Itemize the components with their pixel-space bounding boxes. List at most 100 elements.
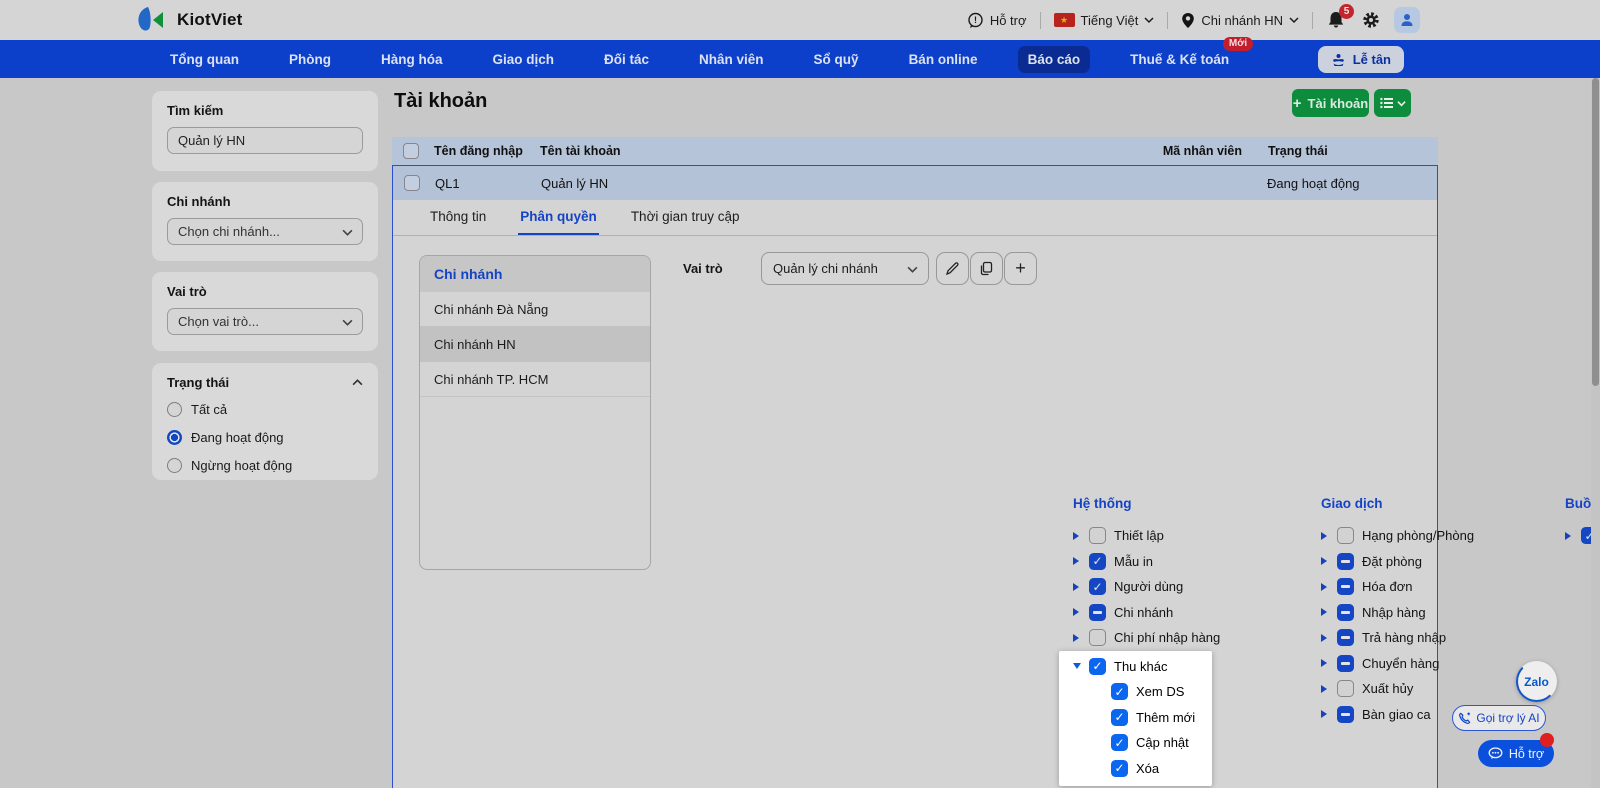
nav-item-t-ng-quan[interactable]: Tổng quan — [170, 51, 239, 67]
role-filter-placeholder: Chọn vai trò... — [178, 314, 259, 329]
plus-icon: + — [1292, 94, 1302, 112]
status-radio-selected[interactable]: Đang hoạt động — [167, 430, 363, 445]
status-radio-option[interactable]: Ngừng hoạt động — [167, 458, 363, 473]
branch-selector[interactable]: Chi nhánh HN — [1181, 12, 1299, 29]
radio-label: Đang hoạt động — [191, 430, 284, 445]
search-input[interactable] — [178, 133, 352, 148]
permission-row: ✓ Cập nhật — [1106, 730, 1212, 756]
permission-checkbox-indeterminate[interactable] — [1337, 654, 1354, 672]
role-filter-select[interactable]: Chọn vai trò... — [167, 308, 363, 335]
caret-right-icon[interactable] — [1073, 608, 1084, 617]
edit-role-button[interactable] — [936, 252, 969, 285]
settings-button[interactable] — [1361, 10, 1381, 30]
support-chat-button[interactable]: Hỗ trợ — [1478, 740, 1554, 767]
caret-right-icon[interactable] — [1321, 633, 1332, 642]
chevron-down-icon — [1289, 15, 1299, 25]
nav-item-b-o-c-o[interactable]: Báo cáo — [1017, 45, 1091, 73]
permission-checkbox-unchecked[interactable] — [1089, 629, 1106, 647]
permission-checkbox-checked[interactable]: ✓ — [1111, 759, 1128, 777]
status-filter-card: Trạng thái Tất cả Đang hoạt động Ngừng hoạ… — [152, 363, 378, 480]
permission-checkbox-checked[interactable]: ✓ — [1089, 552, 1106, 570]
permission-checkbox-unchecked[interactable] — [1337, 527, 1354, 545]
nav-item-giao-d-ch[interactable]: Giao dịch — [492, 51, 555, 67]
permission-checkbox-indeterminate[interactable] — [1089, 603, 1106, 621]
col-username[interactable]: Tên đăng nhập — [434, 144, 523, 158]
tab-ph-n-quy-n[interactable]: Phân quyền — [518, 200, 599, 235]
receptionist-label: Lễ tân — [1352, 52, 1391, 67]
caret-right-icon[interactable] — [1321, 684, 1332, 693]
row-checkbox[interactable] — [404, 175, 420, 191]
tab-th-ng-tin[interactable]: Thông tin — [430, 209, 487, 224]
caret-right-icon[interactable] — [1073, 633, 1084, 642]
caret-right-icon[interactable] — [1321, 659, 1332, 668]
caret-right-icon[interactable] — [1321, 608, 1332, 617]
permission-checkbox-indeterminate[interactable] — [1337, 578, 1354, 596]
nav-item-s-qu-[interactable]: Sổ quỹ — [813, 51, 859, 67]
permission-checkbox-unchecked[interactable] — [1337, 680, 1354, 698]
permission-checkbox-checked[interactable]: ✓ — [1111, 708, 1128, 726]
permission-checkbox-checked[interactable]: ✓ — [1089, 578, 1106, 596]
add-role-button[interactable]: + — [1004, 252, 1037, 285]
permission-checkbox-indeterminate[interactable] — [1337, 552, 1354, 570]
tab-th-i-gian-truy-c-p[interactable]: Thời gian truy cập — [630, 209, 740, 224]
permission-label: Xem DS — [1136, 684, 1185, 700]
caret-right-icon[interactable] — [1565, 531, 1576, 540]
language-selector[interactable]: ★ Tiếng Việt — [1053, 13, 1155, 28]
permission-label: Thêm mới — [1136, 709, 1196, 725]
caret-right-icon[interactable] — [1321, 557, 1332, 566]
user-avatar[interactable] — [1394, 7, 1420, 33]
help-label: Hỗ trợ — [989, 12, 1027, 28]
permission-checkbox-checked[interactable]: ✓ — [1089, 657, 1106, 675]
branch-filter-card: Chi nhánh Chọn chi nhánh... — [152, 182, 378, 261]
nav-item-ph-ng[interactable]: Phòng — [288, 51, 331, 67]
col-account-name[interactable]: Tên tài khoản — [540, 144, 621, 158]
add-account-button[interactable]: + Tài khoản — [1292, 89, 1369, 117]
col-status[interactable]: Trạng thái — [1268, 144, 1328, 158]
permission-checkbox-indeterminate[interactable] — [1337, 629, 1354, 647]
col-employee-code[interactable]: Mã nhân viên — [1162, 144, 1242, 158]
branch-item[interactable]: Chi nhánh Đà Nẵng — [420, 292, 650, 327]
status-radio-option[interactable]: Tất cả — [167, 402, 363, 417]
copy-role-button[interactable] — [970, 252, 1003, 285]
ai-call-button[interactable]: Gọi trợ lý AI — [1452, 705, 1546, 731]
select-all-checkbox[interactable] — [403, 143, 419, 159]
radio-label: Ngừng hoạt động — [191, 458, 293, 473]
permission-row: Chi phí nhập hàng — [1073, 625, 1319, 651]
account-row[interactable]: QL1 Quản lý HN Đang hoạt động — [392, 165, 1438, 200]
role-filter-title: Vai trò — [167, 284, 207, 299]
nav-item-nh-n-vi-n[interactable]: Nhân viên — [699, 51, 764, 67]
help-link[interactable]: ! Hỗ trợ — [967, 12, 1027, 29]
list-options-button[interactable] — [1374, 89, 1411, 117]
scrollbar-thumb[interactable] — [1592, 78, 1599, 386]
permission-row: Chi nhánh — [1073, 600, 1319, 626]
branch-item[interactable]: Chi nhánh HN — [420, 327, 650, 362]
permission-checkbox-checked[interactable]: ✓ — [1111, 683, 1128, 701]
zalo-chat-button[interactable]: Zalo — [1516, 661, 1557, 702]
receptionist-button[interactable]: Lễ tân — [1317, 46, 1404, 73]
nav-item-h-ng-h-a[interactable]: Hàng hóa — [380, 51, 443, 67]
role-selector[interactable]: Quản lý chi nhánh — [761, 252, 929, 285]
caret-right-icon[interactable] — [1073, 531, 1084, 540]
permission-checkbox-indeterminate[interactable] — [1337, 705, 1354, 723]
notifications-button[interactable]: 5 — [1326, 4, 1354, 31]
nav-item--i-t-c[interactable]: Đối tác — [604, 51, 650, 67]
branch-filter-select[interactable]: Chọn chi nhánh... — [167, 218, 363, 245]
caret-right-icon[interactable] — [1073, 557, 1084, 566]
permission-checkbox-indeterminate[interactable] — [1337, 603, 1354, 621]
window-scrollbar[interactable] — [1591, 78, 1600, 788]
permission-label: Bàn giao ca — [1362, 706, 1431, 722]
nav-item-b-n-online[interactable]: Bán online — [908, 51, 978, 67]
branch-item[interactable]: Chi nhánh TP. HCM — [420, 362, 650, 397]
permission-checkbox-unchecked[interactable] — [1089, 527, 1106, 545]
row-account-name: Quản lý HN — [541, 175, 609, 191]
caret-down-icon[interactable] — [1073, 663, 1084, 670]
caret-right-icon[interactable] — [1321, 531, 1332, 540]
nav-item-thu-k-to-n[interactable]: Thuế & Kế toán Mới — [1120, 36, 1254, 73]
caret-right-icon[interactable] — [1321, 582, 1332, 591]
caret-right-icon[interactable] — [1073, 582, 1084, 591]
kiotviet-logo[interactable]: KiotViet — [136, 0, 243, 40]
permission-checkbox-checked[interactable]: ✓ — [1111, 734, 1128, 752]
caret-right-icon[interactable] — [1321, 710, 1332, 719]
permission-label: Mẫu in — [1114, 553, 1154, 569]
collapse-chevron-icon[interactable] — [352, 377, 363, 388]
